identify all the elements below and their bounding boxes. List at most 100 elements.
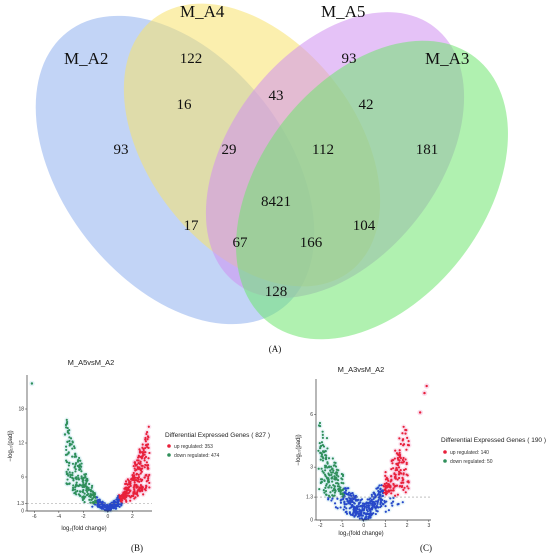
up-point <box>404 468 407 471</box>
venn-count-m-a3-only: 181 <box>416 142 439 158</box>
panel-label-c: (C) <box>420 543 432 553</box>
up-point <box>392 458 395 462</box>
ns-point <box>359 504 362 508</box>
volcano-c-legend-up: up regulated: 140 <box>450 450 489 456</box>
down-point <box>66 478 69 481</box>
down-point <box>74 476 77 479</box>
up-point <box>389 489 392 492</box>
down-point <box>335 482 338 485</box>
down-point <box>90 486 93 489</box>
ns-point <box>401 501 404 504</box>
down-point <box>83 473 86 476</box>
ns-point <box>367 516 370 520</box>
down-point <box>333 494 336 497</box>
down-point <box>339 492 342 496</box>
ns-point <box>359 499 362 502</box>
down-point <box>85 489 88 492</box>
down-point <box>77 474 80 477</box>
up-point <box>406 480 409 483</box>
ns-point <box>379 499 382 503</box>
down-point <box>83 492 86 495</box>
down-point <box>65 459 68 462</box>
up-point <box>132 471 135 475</box>
up-point <box>144 489 147 492</box>
down-point <box>74 470 77 473</box>
down-point <box>323 473 327 476</box>
up-point <box>407 487 410 490</box>
ns-point <box>379 505 382 509</box>
up-point <box>403 468 406 472</box>
up-point <box>129 490 132 493</box>
ns-point <box>98 500 101 504</box>
venn-count-m-a5-only: 93 <box>342 51 357 67</box>
up-point <box>144 446 147 450</box>
down-point <box>339 488 342 492</box>
down-point <box>318 441 321 445</box>
down-point <box>324 490 328 493</box>
up-point <box>418 411 422 414</box>
ns-point <box>346 500 349 503</box>
down-point <box>319 445 322 448</box>
y-tick-label: 0 <box>21 509 24 515</box>
up-point <box>395 467 398 470</box>
venn-label-m-a5: M_A5 <box>321 2 365 21</box>
up-point <box>146 435 150 438</box>
ns-point <box>352 497 355 500</box>
up-point <box>133 488 136 491</box>
ns-point <box>352 494 355 497</box>
x-tick-label: -6 <box>32 514 37 520</box>
down-point <box>339 491 342 494</box>
down-point <box>68 471 71 474</box>
up-point <box>146 438 149 441</box>
up-point <box>400 481 403 484</box>
up-point <box>139 469 143 472</box>
ns-point <box>384 510 387 513</box>
down-point <box>333 464 336 467</box>
venn-set-m-a3 <box>236 40 508 340</box>
ns-point <box>353 515 356 518</box>
down-point <box>71 455 74 458</box>
ns-point <box>391 504 394 507</box>
down-point <box>325 437 329 440</box>
up-point <box>139 487 142 490</box>
down-point <box>320 481 323 484</box>
ns-point <box>349 497 352 500</box>
down-point <box>90 498 93 501</box>
up-point <box>125 496 128 499</box>
ns-point <box>375 509 378 512</box>
down-point <box>342 482 345 485</box>
down-point <box>68 461 71 464</box>
down-point <box>323 491 326 494</box>
up-point <box>145 474 148 477</box>
ns-point <box>354 494 357 498</box>
ns-point <box>111 506 114 509</box>
ns-point <box>347 502 350 505</box>
up-point <box>385 476 388 479</box>
down-point <box>74 453 77 456</box>
up-point <box>133 461 137 464</box>
down-point <box>324 493 328 496</box>
up-point <box>139 455 142 458</box>
up-point <box>401 432 404 435</box>
ns-point <box>345 512 349 515</box>
ns-point <box>107 506 111 509</box>
ns-point <box>376 487 379 490</box>
ns-point <box>354 507 357 510</box>
volcano-b-legend-up: up regulated: 353 <box>174 444 213 450</box>
down-point <box>69 475 72 479</box>
up-point <box>407 439 410 443</box>
down-point <box>76 460 80 463</box>
up-point <box>135 473 138 476</box>
ns-point <box>360 511 363 514</box>
ns-point <box>343 501 346 504</box>
down-point <box>30 382 34 385</box>
up-point <box>129 480 132 483</box>
down-point <box>67 452 70 455</box>
down-point <box>90 484 94 487</box>
down-point <box>337 482 340 486</box>
ns-point <box>330 499 333 502</box>
down-point <box>83 500 86 504</box>
down-point <box>332 469 335 472</box>
ns-point <box>396 503 399 506</box>
up-point <box>407 444 411 447</box>
